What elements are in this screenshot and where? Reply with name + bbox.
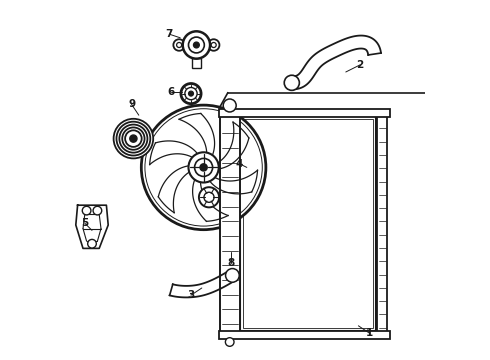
Circle shape [120, 125, 147, 153]
Circle shape [141, 105, 266, 230]
Text: 7: 7 [166, 29, 173, 39]
Circle shape [183, 31, 210, 59]
Text: 5: 5 [81, 218, 88, 228]
Bar [377, 113, 387, 333]
Circle shape [93, 206, 102, 215]
Text: 1: 1 [366, 328, 373, 338]
Circle shape [185, 87, 197, 100]
Text: 2: 2 [357, 60, 364, 70]
Circle shape [223, 99, 236, 112]
Text: 6: 6 [168, 87, 175, 97]
Circle shape [82, 206, 91, 215]
Bar [243, 119, 373, 328]
Circle shape [125, 130, 142, 147]
Text: 8: 8 [227, 258, 234, 268]
Text: 4: 4 [236, 159, 244, 169]
Circle shape [114, 119, 153, 158]
Circle shape [122, 127, 145, 150]
Circle shape [211, 42, 216, 48]
Circle shape [225, 338, 234, 346]
Text: 9: 9 [128, 99, 135, 109]
Circle shape [208, 39, 220, 51]
Circle shape [189, 91, 194, 96]
Circle shape [117, 122, 150, 156]
Bar [219, 109, 390, 117]
Circle shape [225, 269, 239, 282]
Circle shape [181, 84, 201, 104]
Circle shape [204, 192, 214, 202]
Circle shape [284, 75, 299, 90]
Circle shape [195, 158, 213, 176]
Text: 3: 3 [187, 290, 195, 300]
Circle shape [130, 135, 137, 142]
Bar [240, 115, 376, 331]
Circle shape [173, 39, 185, 51]
Circle shape [176, 42, 182, 48]
Circle shape [88, 239, 97, 248]
Bar [220, 112, 240, 335]
Circle shape [189, 152, 219, 183]
Bar [192, 58, 201, 68]
Circle shape [194, 42, 199, 48]
Bar [219, 331, 390, 339]
Circle shape [199, 187, 219, 207]
Circle shape [200, 164, 207, 171]
Circle shape [189, 37, 204, 53]
